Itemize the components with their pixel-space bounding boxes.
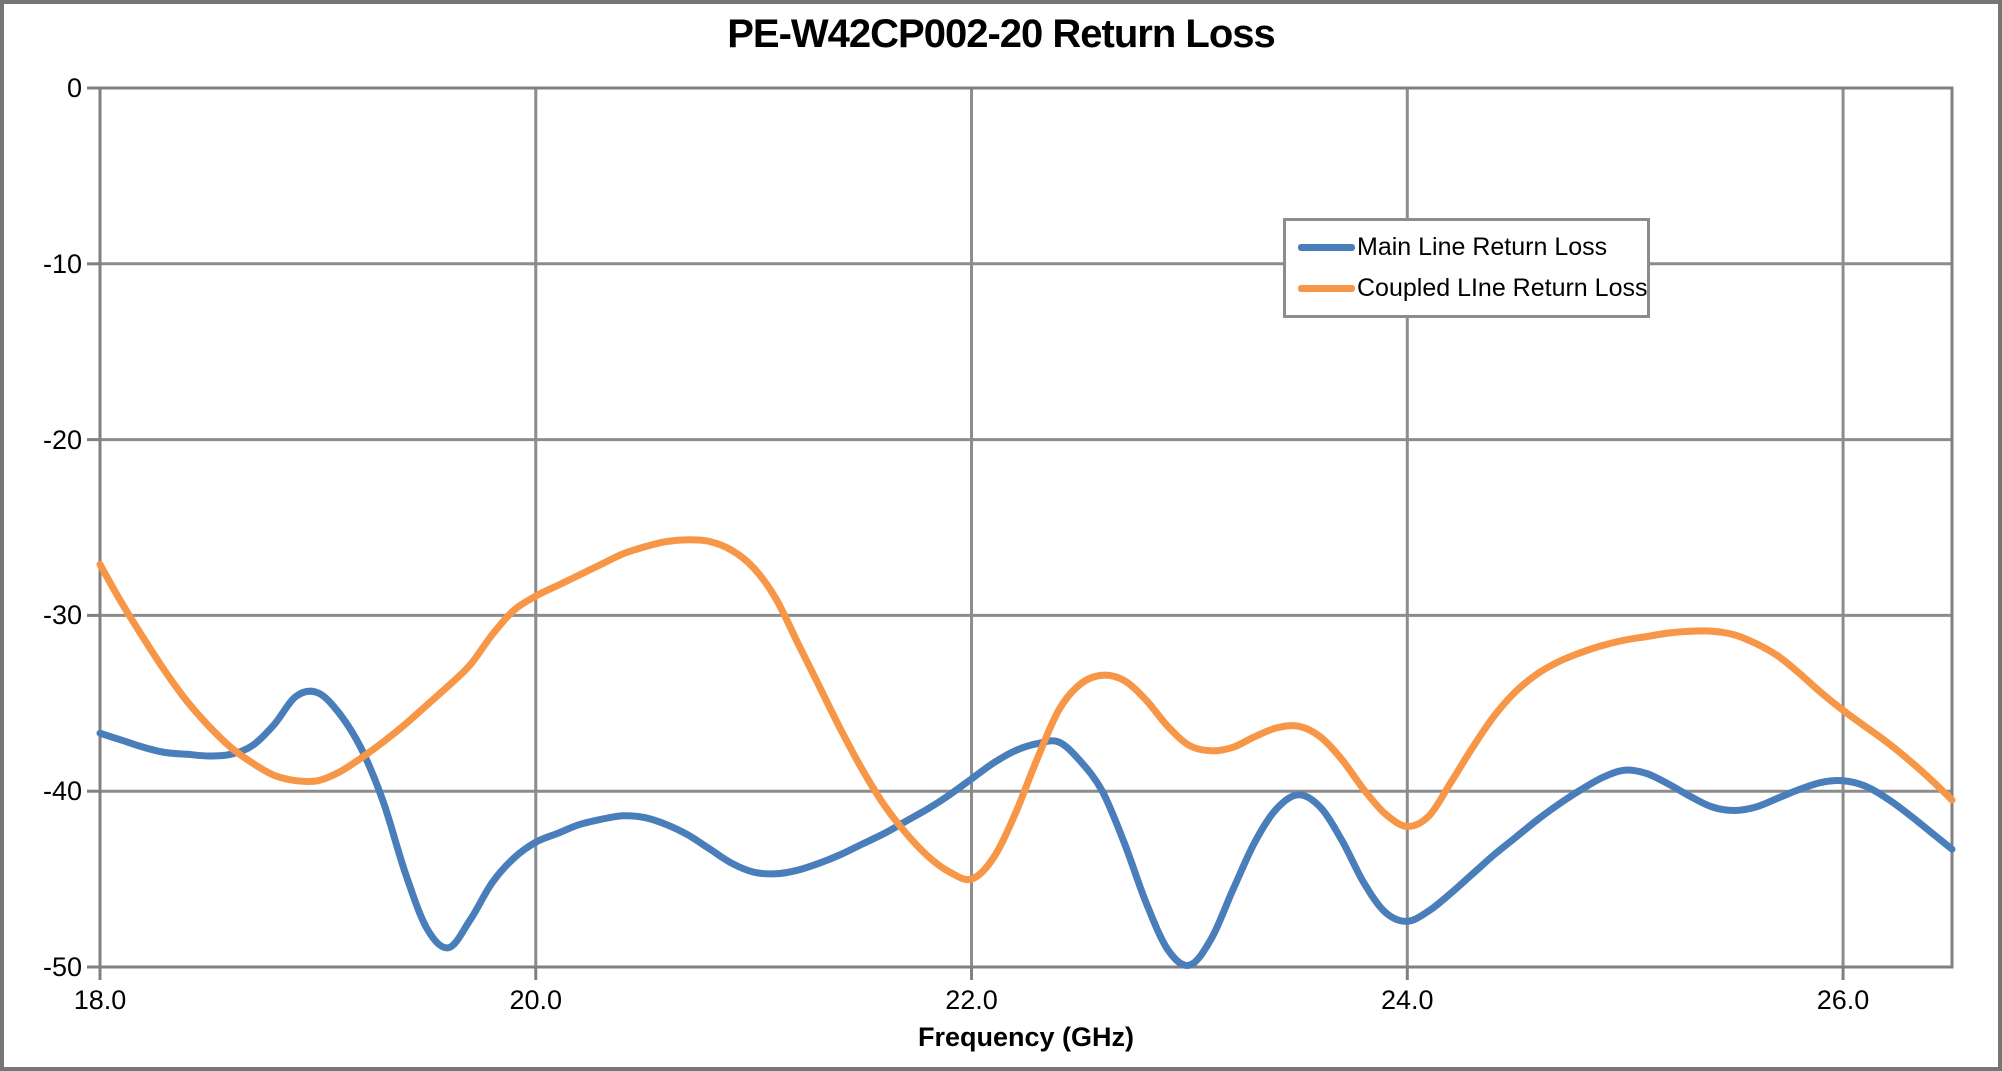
legend-label: Main Line Return Loss <box>1357 233 1608 261</box>
x-tick-label: 18.0 <box>73 985 127 1015</box>
x-axis-title: Frequency (GHz) <box>917 1022 1135 1052</box>
y-tick-label: 0 <box>66 73 82 103</box>
y-tick-label: -40 <box>42 776 82 807</box>
y-tick-label: -10 <box>42 248 82 279</box>
series-line-coupled <box>96 536 1956 884</box>
legend-swatch-coupled-line <box>1298 285 1355 292</box>
legend: Main Line Return Loss Coupled LIne Return… <box>1283 218 1650 318</box>
y-tick-label: -30 <box>42 600 82 631</box>
x-tick-label: 22.0 <box>945 985 998 1015</box>
legend-item: Main Line Return Loss <box>1298 233 1643 262</box>
x-tick-label: 26.0 <box>1816 985 1870 1015</box>
series-line-main <box>96 687 1956 969</box>
x-tick-label: 24.0 <box>1381 985 1434 1015</box>
legend-label: Coupled LIne Return Loss <box>1357 274 1648 302</box>
plot-border <box>98 86 1954 969</box>
x-tick-label: 20.0 <box>509 985 563 1015</box>
y-tick-label: -20 <box>42 424 82 455</box>
legend-swatch-main-line <box>1298 244 1355 251</box>
legend-item: Coupled LIne Return Loss <box>1298 274 1647 303</box>
chart-title: PE-W42CP002-20 Return Loss <box>727 12 1276 56</box>
y-tick-label: -50 <box>42 952 82 982</box>
